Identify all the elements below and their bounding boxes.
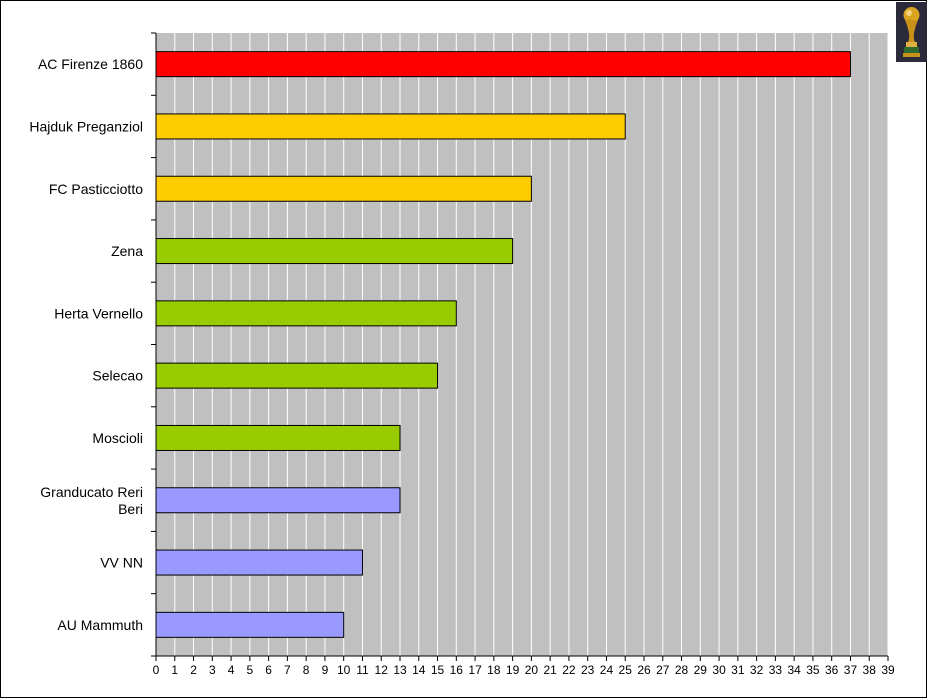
bar bbox=[155, 549, 363, 576]
x-tick-label: 30 bbox=[712, 663, 726, 677]
x-tick-label: 24 bbox=[600, 663, 614, 677]
x-tick-label: 11 bbox=[356, 663, 369, 677]
trophy-icon bbox=[896, 2, 927, 62]
x-tick-label: 12 bbox=[375, 663, 389, 677]
x-tick-label: 20 bbox=[525, 663, 539, 677]
x-tick-label: 31 bbox=[731, 663, 745, 677]
x-tick-label: 8 bbox=[303, 663, 310, 677]
x-tick-label: 27 bbox=[656, 663, 670, 677]
x-tick-label: 28 bbox=[675, 663, 689, 677]
x-tick-label: 23 bbox=[581, 663, 595, 677]
axes bbox=[151, 32, 889, 661]
x-tick-label: 7 bbox=[284, 663, 291, 677]
x-tick-label: 34 bbox=[787, 663, 801, 677]
x-tick-label: 10 bbox=[337, 663, 351, 677]
bar bbox=[155, 487, 401, 514]
x-tick-label: 37 bbox=[844, 663, 858, 677]
x-tick-label: 39 bbox=[881, 663, 895, 677]
x-tick-label: 1 bbox=[171, 663, 178, 677]
category-label: AC Firenze 1860 bbox=[38, 56, 143, 72]
x-tick-label: 16 bbox=[450, 663, 464, 677]
x-tick-label: 36 bbox=[825, 663, 839, 677]
category-label: FC Pasticciotto bbox=[49, 181, 143, 197]
bar bbox=[155, 300, 457, 327]
category-label: Zena bbox=[111, 243, 143, 259]
x-tick-label: 22 bbox=[562, 663, 576, 677]
bar bbox=[155, 362, 439, 389]
x-tick-label: 13 bbox=[393, 663, 407, 677]
bars bbox=[155, 51, 851, 638]
bar bbox=[155, 51, 851, 78]
category-label: Herta Vernello bbox=[54, 305, 143, 321]
x-tick-label: 38 bbox=[863, 663, 877, 677]
x-tick-label: 14 bbox=[412, 663, 426, 677]
bar bbox=[155, 113, 626, 140]
x-tick-label: 33 bbox=[769, 663, 783, 677]
x-tick-label: 18 bbox=[487, 663, 501, 677]
category-label: Selecao bbox=[92, 368, 143, 384]
x-tick-label: 17 bbox=[468, 663, 482, 677]
category-label: AU Mammuth bbox=[57, 617, 143, 633]
x-tick-label: 29 bbox=[694, 663, 708, 677]
category-label: Hajduk Preganziol bbox=[29, 118, 143, 134]
x-tick-label: 15 bbox=[431, 663, 445, 677]
x-tick-label: 9 bbox=[322, 663, 329, 677]
x-tick-label: 26 bbox=[637, 663, 651, 677]
bar bbox=[155, 424, 401, 451]
x-tick-label: 6 bbox=[265, 663, 272, 677]
x-tick-label: 2 bbox=[190, 663, 197, 677]
bar bbox=[155, 238, 514, 265]
x-tick-label: 4 bbox=[228, 663, 235, 677]
category-label: Granducato Reri Beri bbox=[40, 484, 143, 517]
x-tick-label: 3 bbox=[209, 663, 216, 677]
bar bbox=[155, 611, 345, 638]
category-labels: AC Firenze 1860 Hajduk Preganziol FC Pasti… bbox=[29, 56, 143, 633]
x-tick-labels: 0 1 2 3 4 5 6 7 8 9 10 11 12 13 14 15 16 17 18 19 20 21 22 23 24… bbox=[153, 663, 895, 677]
x-tick-label: 0 bbox=[153, 663, 160, 677]
x-tick-label: 21 bbox=[543, 663, 557, 677]
bar bbox=[155, 175, 532, 202]
x-tick-label: 35 bbox=[806, 663, 820, 677]
category-label: Moscioli bbox=[92, 430, 143, 446]
x-tick-label: 32 bbox=[750, 663, 764, 677]
x-tick-label: 25 bbox=[619, 663, 633, 677]
category-label: VV NN bbox=[100, 555, 143, 571]
x-tick-label: 19 bbox=[506, 663, 520, 677]
x-tick-label: 5 bbox=[247, 663, 254, 677]
